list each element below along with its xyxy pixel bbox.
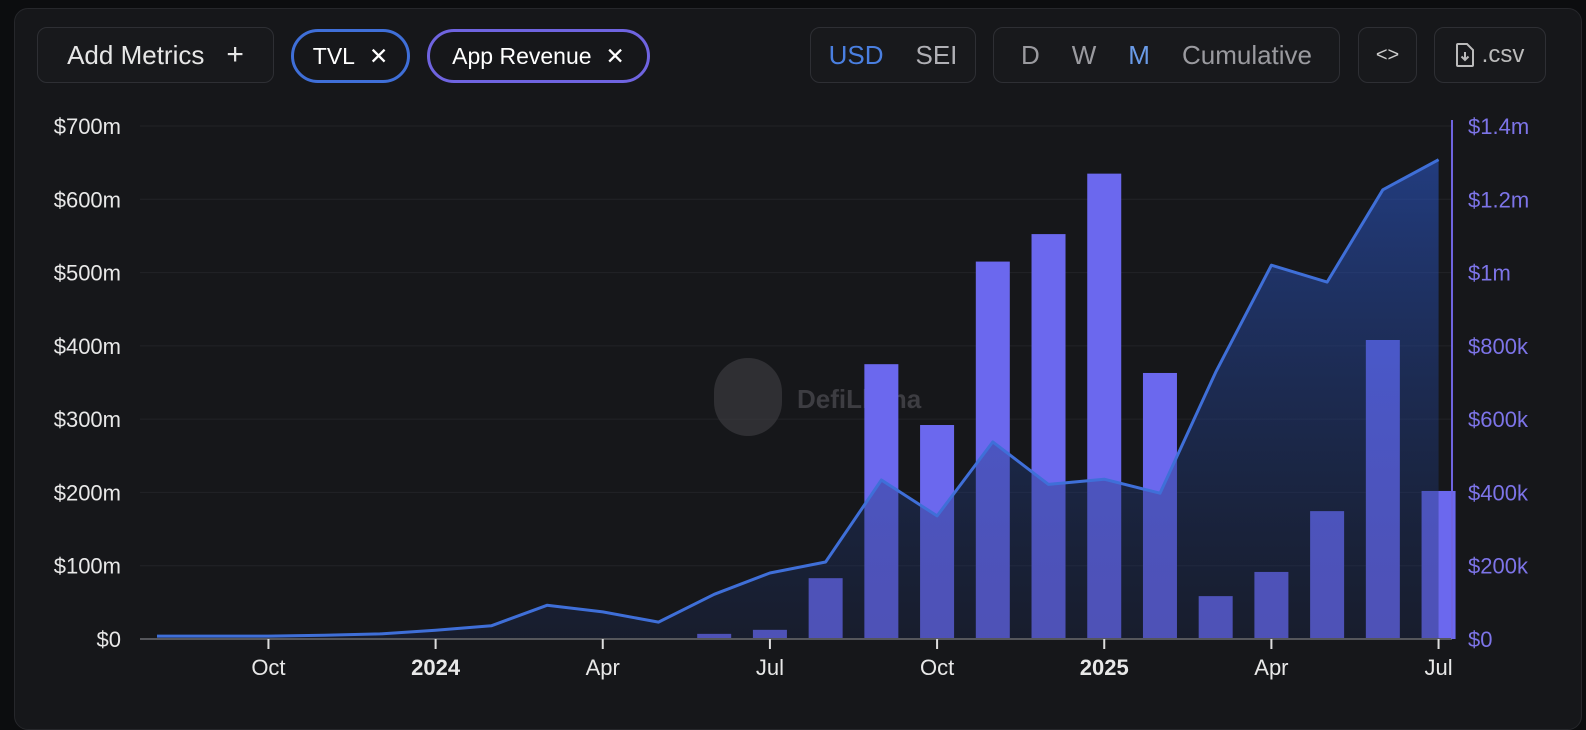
file-download-icon <box>1455 43 1474 67</box>
right-axis-tick-label: $1m <box>1468 261 1511 286</box>
right-axis-tick-label: $200k <box>1468 554 1529 579</box>
period-month[interactable]: M <box>1128 39 1150 70</box>
right-axis-tick-label: $600k <box>1468 407 1529 432</box>
right-axis-tick-label: $800k <box>1468 334 1529 359</box>
download-csv-button[interactable]: .csv <box>1434 27 1546 83</box>
tvl-line <box>157 158 1440 638</box>
x-axis-tick-label: 2024 <box>411 655 461 680</box>
left-axis-tick-label: $500m <box>54 261 121 286</box>
x-axis-tick-label: Jul <box>1424 655 1452 680</box>
left-axis-tick-label: $700m <box>54 114 121 139</box>
right-axis-tick-label: $1.4m <box>1468 114 1529 139</box>
close-icon[interactable]: ✕ <box>605 42 625 69</box>
left-axis-tick-label: $0 <box>97 627 121 652</box>
defillama-watermark: DefiLlama <box>714 358 922 436</box>
x-axis-tick-label: Apr <box>586 655 620 680</box>
metric-label: App Revenue <box>452 42 592 69</box>
right-axis-tick-label: $400k <box>1468 480 1529 505</box>
metric-pill-app-revenue[interactable]: App Revenue ✕ <box>427 29 650 83</box>
x-axis-tick-label: Oct <box>920 655 954 680</box>
right-axis-tick-label: $1.2m <box>1468 187 1529 212</box>
left-axis-tick-label: $200m <box>54 480 121 505</box>
right-axis-tick-label: $0 <box>1468 627 1492 652</box>
currency-usd[interactable]: USD <box>828 39 884 70</box>
csv-label: .csv <box>1481 41 1525 68</box>
period-week[interactable]: W <box>1071 39 1097 70</box>
metric-label: TVL <box>312 42 355 69</box>
svg-text:DefiLlama: DefiLlama <box>797 384 922 414</box>
period-day[interactable]: D <box>1020 39 1040 70</box>
x-axis-tick-label: 2025 <box>1080 655 1129 680</box>
left-axis-tick-label: $100m <box>54 554 121 579</box>
left-axis-tick-label: $400m <box>54 334 121 359</box>
code-icon: <> <box>1375 43 1400 66</box>
plus-icon: + <box>226 38 244 71</box>
metric-pill-tvl[interactable]: TVL ✕ <box>291 29 410 83</box>
x-axis-tick-label: Oct <box>251 655 285 680</box>
embed-button[interactable]: <> <box>1358 27 1417 83</box>
currency-sei[interactable]: SEI <box>915 39 958 70</box>
left-axis-tick-label: $300m <box>54 407 121 432</box>
x-axis-tick-label: Jul <box>756 655 784 680</box>
period-toggle: D W M Cumulative <box>993 27 1340 83</box>
period-cumulative[interactable]: Cumulative <box>1181 39 1313 70</box>
add-metrics-label: Add Metrics <box>67 39 205 70</box>
close-icon[interactable]: ✕ <box>368 42 389 69</box>
x-axis-tick-label: Apr <box>1254 655 1288 680</box>
tvl-area <box>157 159 1439 639</box>
add-metrics-button[interactable]: Add Metrics + <box>37 27 274 83</box>
currency-toggle: USD SEI <box>810 27 976 83</box>
left-axis-tick-label: $600m <box>54 187 121 212</box>
